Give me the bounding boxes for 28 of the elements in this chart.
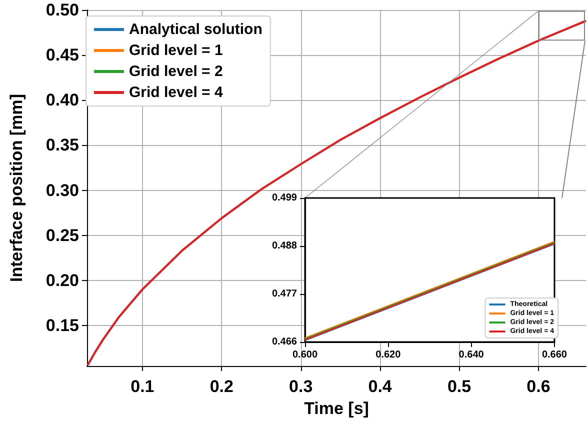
- legend-label: Grid level = 4: [129, 84, 224, 101]
- y-tick-label: 0.499: [272, 192, 298, 204]
- x-tick-label: 0.1: [130, 377, 154, 396]
- x-tick-label: 0.620: [376, 350, 402, 360]
- y-tick-label: 0.477: [272, 288, 298, 300]
- x-tick-label: 0.4: [368, 377, 392, 396]
- y-tick-label: 0.40: [46, 90, 79, 110]
- y-tick-label: 0.50: [46, 0, 79, 20]
- y-tick-label: 0.20: [46, 270, 79, 290]
- x-tick-label: 0.660: [542, 350, 568, 360]
- y-tick-label: 0.15: [46, 316, 79, 335]
- y-tick-label: 0.25: [46, 226, 79, 245]
- x-tick-label: 0.3: [289, 377, 313, 396]
- x-tick-label: 0.640: [458, 350, 484, 360]
- legend-label: Analytical solution: [129, 21, 262, 38]
- y-tick-label: 0.488: [272, 240, 298, 252]
- y-axis-title: Interface position [mm]: [7, 94, 26, 282]
- x-tick-label: 0.5: [447, 377, 472, 396]
- x-tick-label: 0.2: [210, 377, 234, 396]
- legend-label: Grid level = 1: [129, 42, 223, 59]
- y-tick-label: 0.35: [46, 136, 79, 155]
- x-tick-label: 0.600: [292, 350, 318, 360]
- x-axis-title: Time [s]: [304, 399, 369, 418]
- legend-label: Grid level = 2: [129, 63, 223, 80]
- x-tick-label: 0.6: [526, 377, 550, 396]
- y-tick-label: 0.45: [46, 46, 79, 65]
- y-tick-label: 0.30: [46, 180, 79, 200]
- y-tick-label: 0.466: [272, 336, 298, 348]
